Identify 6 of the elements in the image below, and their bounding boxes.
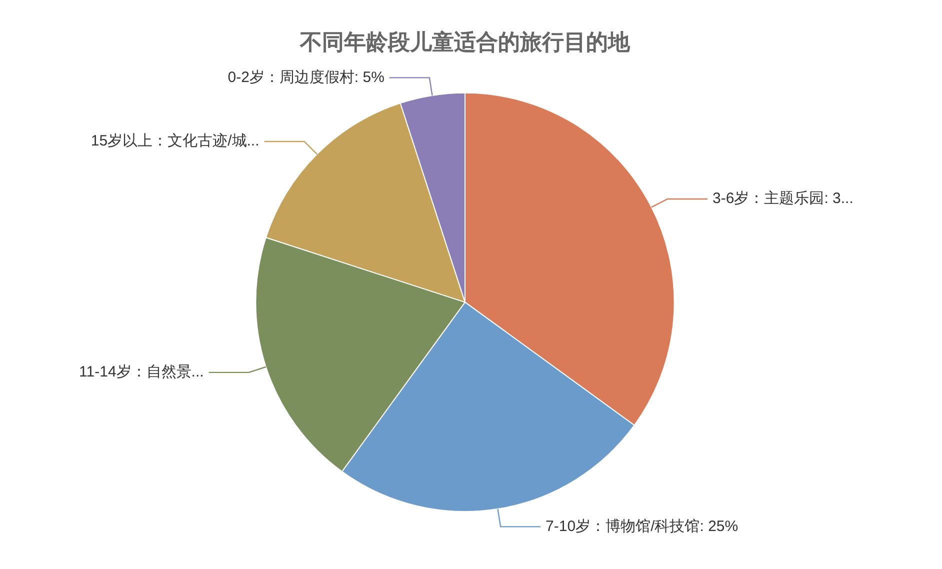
- slice-label: 15岁以上：文化古迹/城...: [90, 132, 260, 150]
- slice-label: 11-14岁：自然景...: [79, 364, 204, 381]
- slice-label: 7-10岁：博物馆/科技馆: 25%: [546, 518, 738, 535]
- slice-label: 3-6岁：主题乐园: 3...: [712, 190, 854, 208]
- slice-label: 0-2岁：周边度假村: 5%: [228, 68, 384, 86]
- chart-title: 不同年龄段儿童适合的旅行目的地: [299, 29, 631, 54]
